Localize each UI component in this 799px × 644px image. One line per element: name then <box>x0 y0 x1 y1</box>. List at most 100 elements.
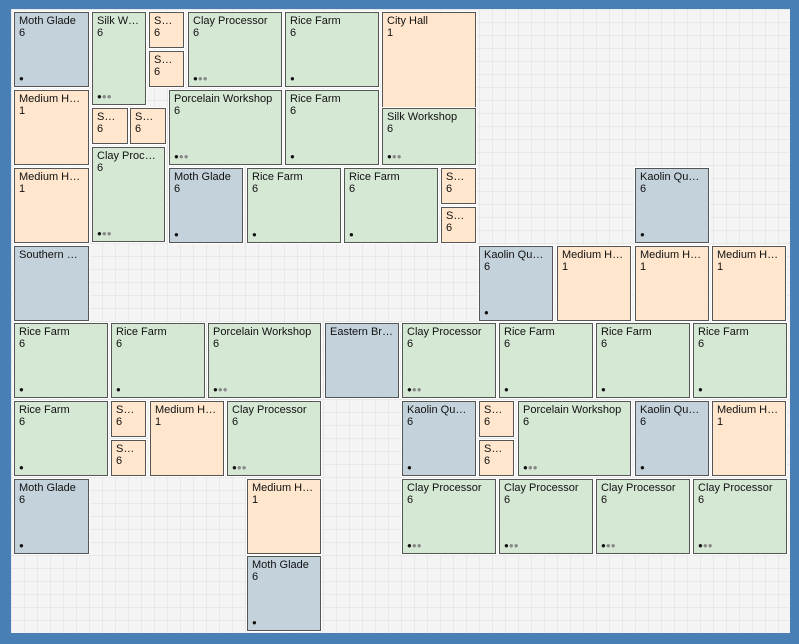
building-count: 6 <box>290 27 297 39</box>
building-kaolin-quarry[interactable]: Kaolin Quarry 6 ● <box>634 400 710 477</box>
building-porcelain-workshop[interactable]: Porcelain Workshop 6 ●●● <box>517 400 632 477</box>
building-rice-farm[interactable]: Rice Farm 6 ● <box>692 322 788 399</box>
building-moth-glade[interactable]: Moth Glade 6 ● <box>246 555 322 632</box>
building-count: 6 <box>387 123 394 135</box>
building-name: Medium Home <box>717 249 781 261</box>
building-kaolin-quarry[interactable]: Kaolin Quarry 6 ● <box>401 400 477 477</box>
building-sma[interactable]: Sma...6 <box>110 400 147 438</box>
building-eastern-bridge[interactable]: Eastern Bridge <box>324 322 400 399</box>
building-moth-glade[interactable]: Moth Glade 6 ● <box>168 167 244 244</box>
building-count: 6 <box>484 455 491 467</box>
worker-dot-empty: ● <box>101 92 107 101</box>
building-rice-farm[interactable]: Rice Farm 6 ● <box>498 322 594 399</box>
building-count: 6 <box>698 494 705 506</box>
worker-dot-filled: ● <box>19 385 24 394</box>
building-rice-farm[interactable]: Rice Farm 6 ● <box>343 167 439 244</box>
building-kaolin-quarry[interactable]: Kaolin Quarry 6 ● <box>634 167 710 244</box>
building-name: Rice Farm <box>290 93 341 105</box>
building-name: Medium Home <box>717 404 781 416</box>
building-sma[interactable]: Sma...6 <box>110 439 147 477</box>
building-rice-farm[interactable]: Rice Farm 6 ● <box>246 167 342 244</box>
building-sma[interactable]: Sma...6 <box>478 439 515 477</box>
building-porcelain-workshop[interactable]: Porcelain Workshop 6 ●●● <box>207 322 322 399</box>
worker-dot-filled: ● <box>387 152 392 161</box>
worker-dots-indicator: ● <box>252 231 257 239</box>
building-count: 1 <box>640 261 647 273</box>
building-count: 1 <box>717 416 724 428</box>
worker-dot-empty: ● <box>222 385 228 394</box>
worker-dots-indicator: ●●● <box>97 93 112 101</box>
building-name: Porcelain Workshop <box>213 326 312 338</box>
building-silk-workshop[interactable]: Silk Workshop 6 ●●● <box>381 107 477 166</box>
building-name: Kaolin Quarry <box>484 249 548 261</box>
building-name: Rice Farm <box>19 404 70 416</box>
building-name: Silk Workshop <box>387 111 458 123</box>
building-moth-glade[interactable]: Moth Glade 6 ● <box>13 11 90 88</box>
worker-dot-empty: ● <box>513 541 519 550</box>
building-sma[interactable]: Sma...6 <box>148 11 185 49</box>
building-porcelain-workshop[interactable]: Porcelain Workshop 6 ●●● <box>168 89 283 166</box>
building-name: Silk Wor... <box>97 15 141 27</box>
building-southern-brid[interactable]: Southern Brid... <box>13 245 90 322</box>
building-count: 6 <box>97 27 104 39</box>
building-kaolin-quarry[interactable]: Kaolin Quarry 6 ● <box>478 245 554 322</box>
building-count: 6 <box>116 455 123 467</box>
worker-dot-filled: ● <box>252 618 257 627</box>
worker-dots-indicator: ●●● <box>97 230 112 238</box>
building-rice-farm[interactable]: Rice Farm 6 ● <box>595 322 691 399</box>
building-sma[interactable]: Sma...6 <box>129 107 167 145</box>
building-name: Porcelain Workshop <box>174 93 273 105</box>
building-rice-farm[interactable]: Rice Farm 6 ● <box>13 400 109 477</box>
building-rice-farm[interactable]: Rice Farm 6 ● <box>284 11 380 88</box>
building-count: 6 <box>407 416 414 428</box>
building-count: 6 <box>174 183 181 195</box>
building-moth-glade[interactable]: Moth Glade 6 ● <box>13 478 90 555</box>
building-rice-farm[interactable]: Rice Farm 6 ● <box>284 89 380 166</box>
building-name: Clay Processor <box>407 482 482 494</box>
worker-dots-indicator: ● <box>19 464 24 472</box>
worker-dots-indicator: ● <box>116 386 121 394</box>
building-name: Sma... <box>446 210 471 222</box>
worker-dot-empty: ● <box>508 541 514 550</box>
worker-dot-filled: ● <box>252 230 257 239</box>
worker-dot-filled: ● <box>640 230 645 239</box>
worker-dot-filled: ● <box>19 463 24 472</box>
worker-dot-filled: ● <box>698 541 703 550</box>
worker-dot-filled: ● <box>97 229 102 238</box>
worker-dot-empty: ● <box>707 541 713 550</box>
worker-dot-filled: ● <box>290 74 295 83</box>
building-rice-farm[interactable]: Rice Farm 6 ● <box>110 322 206 399</box>
worker-dot-empty: ● <box>101 229 107 238</box>
building-count: 6 <box>407 338 414 350</box>
building-sma[interactable]: Sma...6 <box>440 167 477 205</box>
building-sma[interactable]: Sma...6 <box>440 206 477 244</box>
building-count: 6 <box>484 416 491 428</box>
building-sma[interactable]: Sma...6 <box>148 50 185 88</box>
building-name: Rice Farm <box>601 326 652 338</box>
worker-dot-filled: ● <box>193 74 198 83</box>
worker-dots-indicator: ● <box>252 619 257 627</box>
building-name: Sma... <box>446 171 471 183</box>
building-sma[interactable]: Sma...6 <box>478 400 515 438</box>
building-name: Moth Glade <box>174 171 231 183</box>
building-rice-farm[interactable]: Rice Farm 6 ● <box>13 322 109 399</box>
building-sma[interactable]: Sma...6 <box>91 107 129 145</box>
building-silk-wor[interactable]: Silk Wor...6 ●●● <box>91 11 147 106</box>
worker-dots-indicator: ●●● <box>232 464 247 472</box>
